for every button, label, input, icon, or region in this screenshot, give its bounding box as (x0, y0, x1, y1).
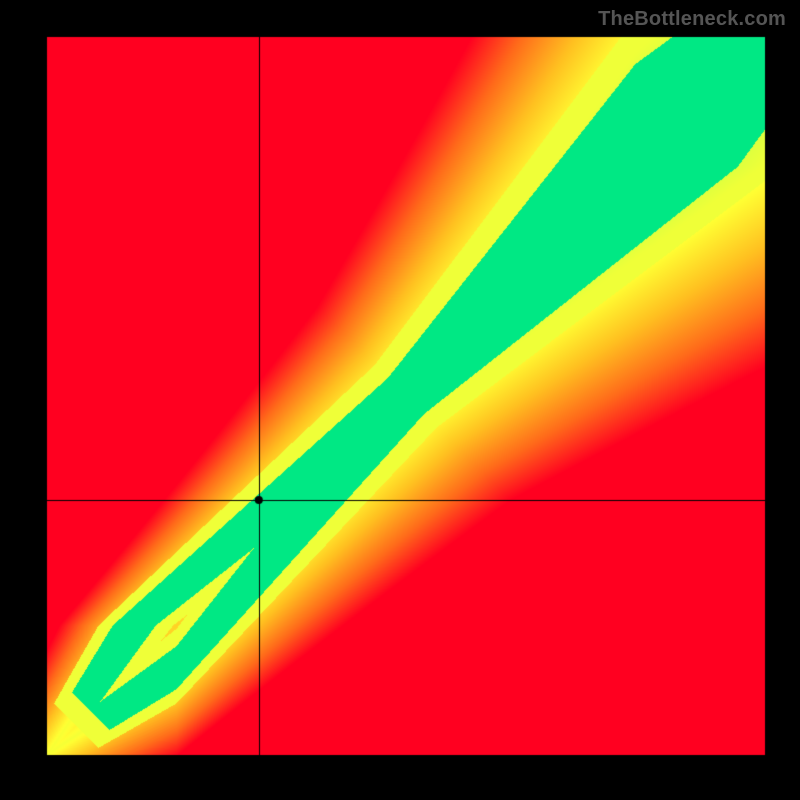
chart-frame (0, 0, 800, 800)
watermark-text: TheBottleneck.com (598, 8, 786, 31)
bottleneck-heatmap (0, 0, 800, 800)
